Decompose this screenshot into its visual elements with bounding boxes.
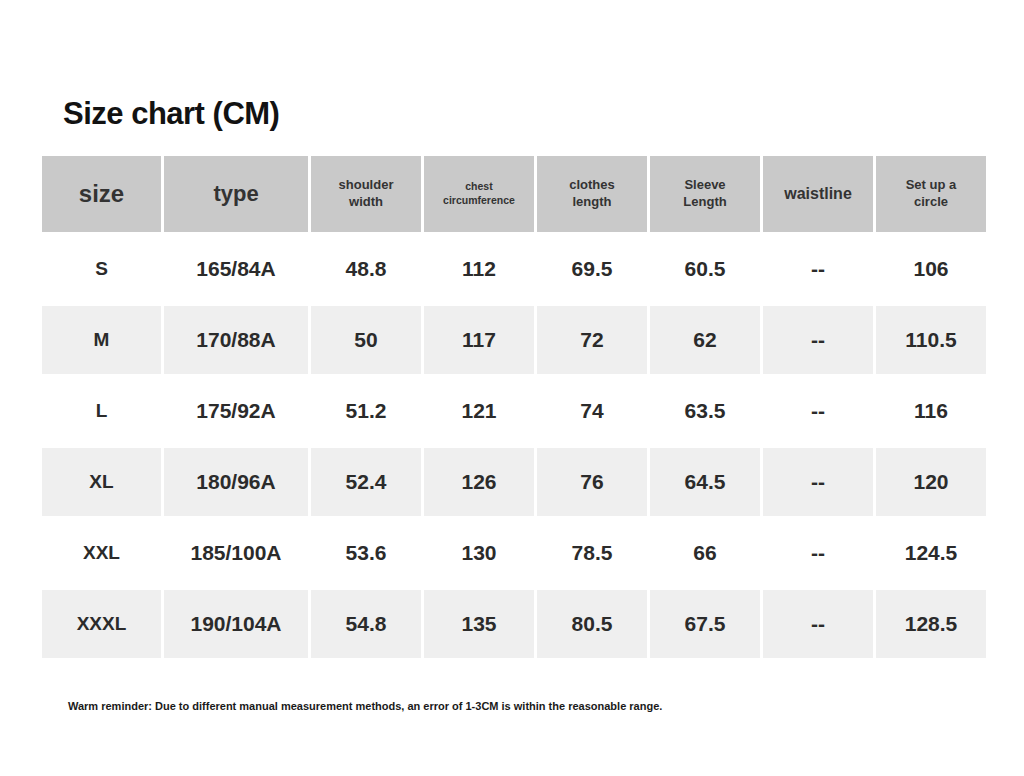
table-cell: --	[763, 590, 873, 658]
measurement-disclaimer: Warm reminder: Due to different manual m…	[68, 700, 662, 712]
table-cell-size-label: S	[42, 235, 161, 303]
table-cell: 51.2	[311, 377, 421, 445]
table-cell: 67.5	[650, 590, 760, 658]
table-cell: 106	[876, 235, 986, 303]
table-cell: 69.5	[537, 235, 647, 303]
table-cell: --	[763, 377, 873, 445]
table-cell: --	[763, 306, 873, 374]
table-cell-size-label: XXXL	[42, 590, 161, 658]
column-header-shoulder-width: shoulder width	[311, 156, 421, 232]
table-cell: 121	[424, 377, 534, 445]
table-cell: 78.5	[537, 519, 647, 587]
table-cell-size-label: L	[42, 377, 161, 445]
table-cell: 64.5	[650, 448, 760, 516]
table-cell: 50	[311, 306, 421, 374]
table-cell-size-label: XL	[42, 448, 161, 516]
table-cell: 60.5	[650, 235, 760, 303]
column-header-set-up-a-circle: Set up a circle	[876, 156, 986, 232]
table-cell: 165/84A	[164, 235, 308, 303]
table-cell: 190/104A	[164, 590, 308, 658]
table-cell: 80.5	[537, 590, 647, 658]
column-header-clothes-length: clothes length	[537, 156, 647, 232]
table-cell: 185/100A	[164, 519, 308, 587]
table-cell: 110.5	[876, 306, 986, 374]
column-header-waistline: waistline	[763, 156, 873, 232]
table-cell: 180/96A	[164, 448, 308, 516]
table-cell: 72	[537, 306, 647, 374]
table-cell: 76	[537, 448, 647, 516]
table-cell: 112	[424, 235, 534, 303]
table-cell: 62	[650, 306, 760, 374]
size-chart-page: Size chart (CM) sizetypeshoulder widthch…	[0, 0, 1024, 776]
table-cell: 170/88A	[164, 306, 308, 374]
table-cell: 53.6	[311, 519, 421, 587]
table-cell: 74	[537, 377, 647, 445]
column-header-size: size	[42, 156, 161, 232]
table-cell: 48.8	[311, 235, 421, 303]
table-cell: 117	[424, 306, 534, 374]
table-cell: 120	[876, 448, 986, 516]
table-cell: 124.5	[876, 519, 986, 587]
table-cell: 54.8	[311, 590, 421, 658]
table-cell: 130	[424, 519, 534, 587]
table-cell-size-label: M	[42, 306, 161, 374]
table-cell: 175/92A	[164, 377, 308, 445]
table-cell: 63.5	[650, 377, 760, 445]
table-cell: 116	[876, 377, 986, 445]
page-title: Size chart (CM)	[63, 96, 279, 132]
table-cell: --	[763, 235, 873, 303]
column-header-sleeve-length: Sleeve Length	[650, 156, 760, 232]
table-cell: 66	[650, 519, 760, 587]
table-cell: --	[763, 519, 873, 587]
table-cell: 52.4	[311, 448, 421, 516]
size-table: sizetypeshoulder widthchest circumferenc…	[42, 156, 986, 658]
column-header-chest-circumference: chest circumference	[424, 156, 534, 232]
table-cell: --	[763, 448, 873, 516]
table-cell: 126	[424, 448, 534, 516]
table-cell-size-label: XXL	[42, 519, 161, 587]
column-header-type: type	[164, 156, 308, 232]
table-cell: 128.5	[876, 590, 986, 658]
table-cell: 135	[424, 590, 534, 658]
